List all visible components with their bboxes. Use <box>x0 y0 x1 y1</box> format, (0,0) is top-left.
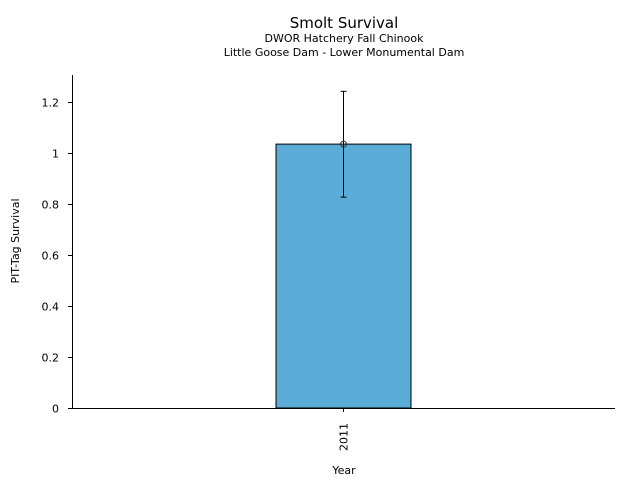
chart-subtitle-line-1: DWOR Hatchery Fall Chinook <box>265 32 425 45</box>
chart-title: Smolt Survival <box>290 14 399 32</box>
x-axis-label: Year <box>331 464 356 477</box>
y-tick-label: 1.2 <box>42 97 60 110</box>
y-tick-label: 0.4 <box>42 301 60 314</box>
x-tick-label: 2011 <box>338 423 351 451</box>
chart-subtitle-line-2: Little Goose Dam - Lower Monumental Dam <box>224 46 465 59</box>
y-tick-label: 0.8 <box>42 199 60 212</box>
y-tick-label: 0.6 <box>42 250 60 263</box>
y-tick-label: 0 <box>52 403 59 416</box>
data-point-marker <box>340 140 347 148</box>
y-tick-label: 1 <box>52 148 59 161</box>
y-axis-label: PIT-Tag Survival <box>9 198 22 283</box>
y-tick-label: 0.2 <box>42 352 60 365</box>
